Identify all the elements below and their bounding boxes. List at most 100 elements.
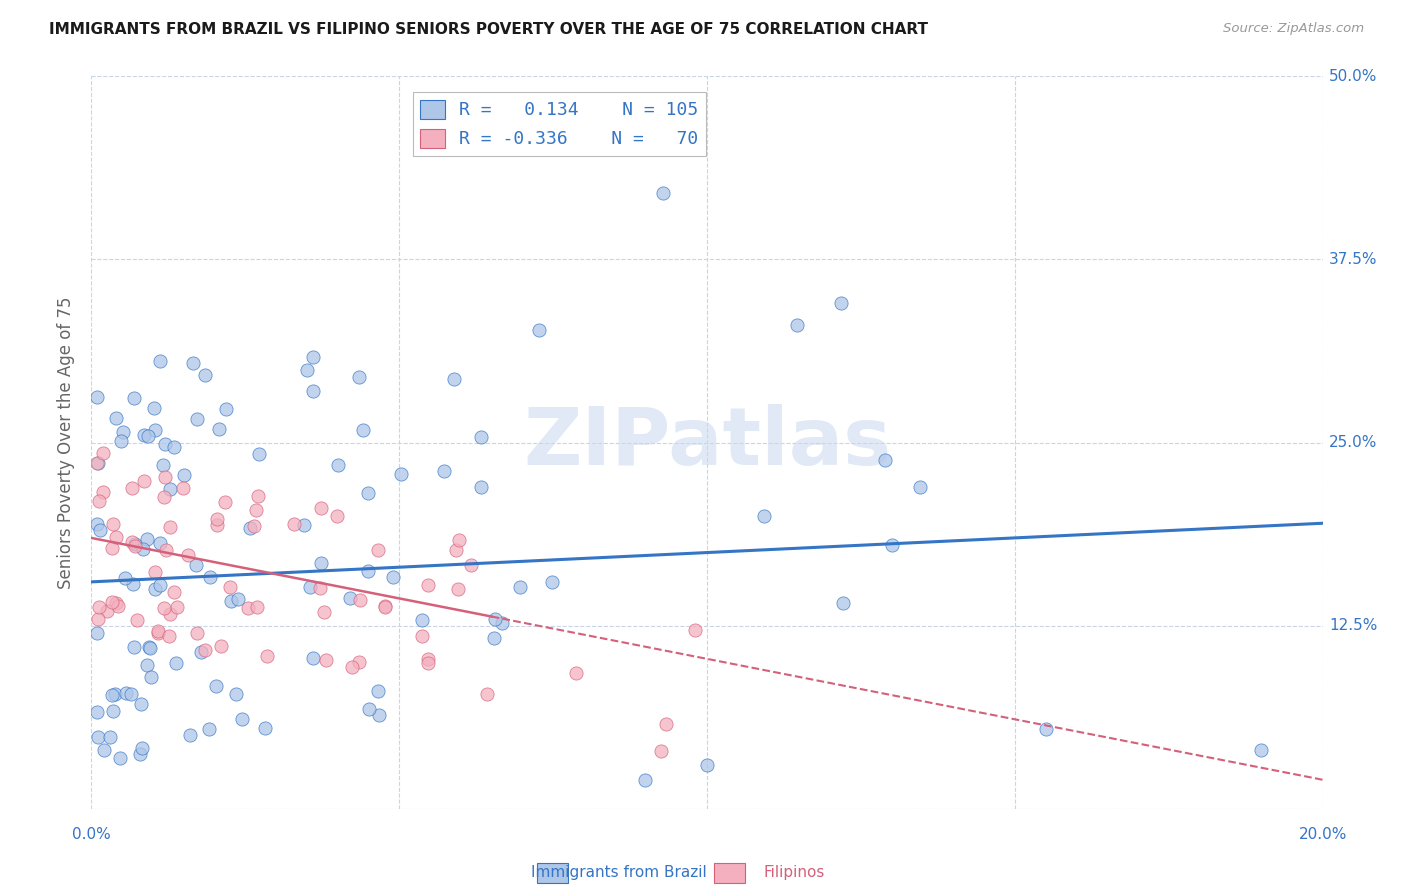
Point xyxy=(207,518,229,533)
Point xyxy=(87,494,110,508)
Point xyxy=(86,390,108,404)
Point xyxy=(418,652,440,666)
Point xyxy=(101,595,124,609)
Point xyxy=(198,570,221,584)
Point xyxy=(208,422,231,436)
Point xyxy=(177,548,200,562)
Point xyxy=(93,742,115,756)
Point xyxy=(149,354,172,368)
Point xyxy=(477,688,499,702)
Point xyxy=(367,684,389,698)
Point xyxy=(129,747,152,761)
Point xyxy=(541,575,564,590)
Point xyxy=(238,601,260,615)
Point xyxy=(172,481,194,495)
Point xyxy=(86,626,108,640)
Point xyxy=(302,651,325,665)
Point xyxy=(254,721,277,735)
Text: 0.0%: 0.0% xyxy=(72,828,111,842)
Point xyxy=(103,516,125,531)
Point xyxy=(139,670,162,684)
Point xyxy=(367,543,389,558)
Point xyxy=(190,645,212,659)
Point xyxy=(87,730,110,744)
Point xyxy=(416,657,439,671)
Point xyxy=(225,687,247,701)
Point xyxy=(449,533,471,547)
Point xyxy=(135,658,157,673)
Point xyxy=(104,411,127,425)
Point xyxy=(247,447,270,461)
Point xyxy=(308,581,330,595)
Point xyxy=(256,648,278,663)
Point xyxy=(389,467,412,482)
Point xyxy=(349,593,371,607)
Point xyxy=(447,582,470,596)
Point xyxy=(87,612,110,626)
Point xyxy=(218,580,240,594)
Text: 37.5%: 37.5% xyxy=(1329,252,1378,267)
Point xyxy=(173,467,195,482)
Point xyxy=(352,423,374,437)
Point xyxy=(155,543,177,558)
Point xyxy=(103,704,125,718)
Point xyxy=(242,518,264,533)
Point xyxy=(873,453,896,467)
Point xyxy=(134,474,156,488)
Point xyxy=(309,500,332,515)
Point xyxy=(153,491,176,505)
Point xyxy=(339,591,361,606)
Point xyxy=(295,363,318,377)
Point xyxy=(159,483,181,497)
Point xyxy=(179,728,201,742)
Text: 25.0%: 25.0% xyxy=(1329,435,1378,450)
Point xyxy=(197,722,219,736)
Point xyxy=(347,370,370,384)
Point xyxy=(186,412,208,426)
Point xyxy=(696,758,718,772)
Text: 20.0%: 20.0% xyxy=(1299,828,1347,842)
Point xyxy=(564,666,586,681)
Point xyxy=(328,458,350,472)
Point xyxy=(443,372,465,386)
Point xyxy=(1035,722,1057,736)
Point xyxy=(124,539,146,553)
Point xyxy=(122,576,145,591)
Point xyxy=(105,596,128,610)
Point xyxy=(146,626,169,640)
Point xyxy=(105,530,128,544)
Point xyxy=(650,744,672,758)
Point xyxy=(484,612,506,626)
Point xyxy=(1250,743,1272,757)
Point xyxy=(357,486,380,500)
Point xyxy=(527,323,550,337)
Point xyxy=(121,534,143,549)
Point xyxy=(482,631,505,645)
Point xyxy=(143,582,166,596)
Point xyxy=(89,599,111,614)
Y-axis label: Seniors Poverty Over the Age of 75: Seniors Poverty Over the Age of 75 xyxy=(58,296,75,589)
Point xyxy=(460,558,482,572)
Point xyxy=(245,599,267,614)
Point xyxy=(831,596,853,610)
Point xyxy=(181,356,204,370)
Point xyxy=(104,687,127,701)
Point xyxy=(283,517,305,532)
Point xyxy=(108,750,131,764)
Point xyxy=(124,537,146,551)
Point xyxy=(101,688,124,702)
Point xyxy=(153,436,176,450)
Point xyxy=(96,604,118,618)
Point xyxy=(509,580,531,594)
Point xyxy=(205,679,228,693)
Point xyxy=(111,425,134,440)
Point xyxy=(146,624,169,639)
Point xyxy=(125,613,148,627)
Point xyxy=(340,659,363,673)
Text: Source: ZipAtlas.com: Source: ZipAtlas.com xyxy=(1223,22,1364,36)
Point xyxy=(326,508,349,523)
Point xyxy=(142,401,165,416)
Point xyxy=(292,518,315,533)
Point xyxy=(314,605,336,619)
Point xyxy=(219,594,242,608)
